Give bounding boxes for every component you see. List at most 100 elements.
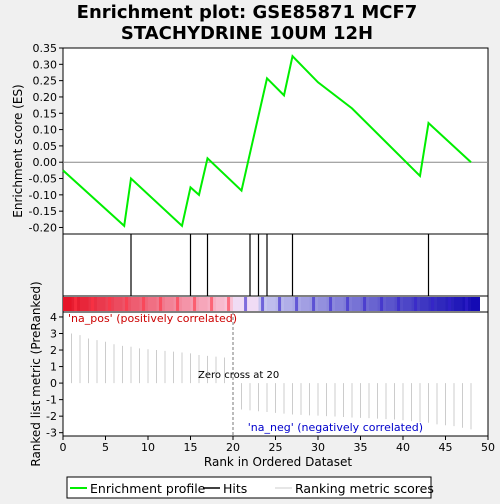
x-tick-label: 10 xyxy=(141,441,155,454)
color-bar-segment xyxy=(216,297,225,311)
y-tick-label-top: 0.20 xyxy=(33,91,58,104)
color-bar-stripe xyxy=(74,297,78,311)
y-tick-label-bottom: 2 xyxy=(50,344,57,357)
color-bar-segment xyxy=(301,297,310,311)
color-bar-stripe xyxy=(176,297,180,311)
y-tick-label-top: 0.05 xyxy=(33,140,58,153)
color-bar-stripe xyxy=(108,297,112,311)
color-bar-segment xyxy=(182,297,191,311)
es-panel xyxy=(62,47,489,235)
color-bar-segment xyxy=(199,297,208,311)
y-tick-label-bottom: 0 xyxy=(50,377,57,390)
axes-ticks: -0.20 -0.15 -0.10 -0.05 0.00 0.05 0.10 0.15 0.20… xyxy=(29,42,495,454)
enrichment-profile-group xyxy=(62,54,488,228)
color-bar-stripe xyxy=(329,297,333,311)
color-bar-segment xyxy=(471,297,480,311)
zero-cross-label: Zero cross at 20 xyxy=(198,370,279,381)
y-tick-label-top: -0.15 xyxy=(29,205,57,218)
color-bar-segment xyxy=(369,297,378,311)
color-bar-segment xyxy=(80,297,89,311)
color-bar-segment xyxy=(97,297,106,311)
color-bar-segment xyxy=(284,297,293,311)
y-tick-label-top: 0.10 xyxy=(33,124,58,137)
color-bar-segment xyxy=(403,297,412,311)
x-tick-label: 45 xyxy=(439,441,453,454)
color-bar-segment xyxy=(148,297,157,311)
color-bar-segment xyxy=(454,297,463,311)
x-tick-label: 0 xyxy=(60,441,67,454)
color-bar-stripe xyxy=(261,297,265,311)
color-bar-segment xyxy=(386,297,395,311)
color-bar-stripe xyxy=(414,297,418,311)
color-bar-stripe xyxy=(125,297,129,311)
y-axis-label-bottom: Ranked list metric (PreRanked) xyxy=(29,281,43,466)
y-tick-label-top: -0.20 xyxy=(29,221,57,234)
color-bar-stripe xyxy=(431,297,435,311)
legend-label-hits: Hits xyxy=(223,481,247,496)
color-bar-stripe xyxy=(91,297,95,311)
y-tick-label-top: 0.00 xyxy=(33,156,58,169)
y-tick-label-top: 0.30 xyxy=(33,58,58,71)
x-tick-label: 25 xyxy=(269,441,283,454)
legend: Enrichment profile Hits Ranking metric s… xyxy=(66,476,434,499)
y-tick-label-bottom: -3 xyxy=(46,427,57,440)
y-tick-label-top: 0.25 xyxy=(33,75,58,88)
y-tick-label-top: -0.10 xyxy=(29,189,57,202)
color-bar-stripe xyxy=(278,297,282,311)
rank-color-bar xyxy=(63,297,480,311)
color-bar-stripe xyxy=(380,297,384,311)
y-tick-label-top: 0.35 xyxy=(33,42,58,55)
x-tick-label: 20 xyxy=(226,441,240,454)
x-tick-label: 35 xyxy=(354,441,368,454)
color-bar-stripe xyxy=(363,297,367,311)
color-bar-segment xyxy=(233,297,242,311)
color-bar-stripe xyxy=(397,297,401,311)
x-tick-label: 40 xyxy=(396,441,410,454)
color-bar-stripe xyxy=(346,297,350,311)
color-bar-segment xyxy=(335,297,344,311)
color-bar-stripe xyxy=(448,297,452,311)
color-bar-segment xyxy=(437,297,446,311)
color-bar-segment xyxy=(250,297,259,311)
hits-panel xyxy=(62,233,489,297)
chart-title-line-2: STACHYDRINE 10UM 12H xyxy=(121,23,373,44)
color-bar-stripe xyxy=(227,297,231,311)
color-bar-segment xyxy=(114,297,123,311)
hit-lines xyxy=(130,234,430,296)
negative-correlation-label: 'na_neg' (negatively correlated) xyxy=(248,421,423,434)
y-tick-label-top: -0.05 xyxy=(29,173,57,186)
y-tick-label-bottom: -2 xyxy=(46,410,57,423)
enrichment-profile-line xyxy=(62,54,472,228)
legend-label-profile: Enrichment profile xyxy=(90,481,206,496)
color-bar-segment xyxy=(420,297,429,311)
color-bar-stripe xyxy=(142,297,146,311)
color-bar-stripe xyxy=(159,297,163,311)
color-bar-segment xyxy=(131,297,140,311)
color-bar-stripe xyxy=(193,297,197,311)
y-tick-label-bottom: 1 xyxy=(50,361,57,374)
color-bar-segment xyxy=(267,297,276,311)
x-axis-label: Rank in Ordered Dataset xyxy=(204,455,352,469)
positive-correlation-label: 'na_pos' (positively correlated) xyxy=(68,312,237,325)
color-bar-stripe xyxy=(210,297,214,311)
y-tick-label-bottom: 3 xyxy=(50,327,57,340)
y-tick-label-bottom: -1 xyxy=(46,394,57,407)
x-tick-label: 15 xyxy=(184,441,198,454)
x-tick-label: 30 xyxy=(311,441,325,454)
color-bar-segment xyxy=(63,297,72,311)
color-bar-segment xyxy=(165,297,174,311)
ranking-metric-panel xyxy=(62,311,489,437)
y-tick-label-bottom: 4 xyxy=(50,311,57,324)
color-bar-segment xyxy=(318,297,327,311)
y-axis-label-top: Enrichment score (ES) xyxy=(11,84,25,217)
legend-label-metric: Ranking metric scores xyxy=(295,481,434,496)
color-bar-stripe xyxy=(295,297,299,311)
chart-title-line-1: Enrichment plot: GSE85871 MCF7 xyxy=(77,2,418,23)
color-bar-stripe xyxy=(244,297,248,311)
color-bar-stripe xyxy=(312,297,316,311)
y-tick-label-top: 0.15 xyxy=(33,107,58,120)
legend-box xyxy=(66,476,432,499)
ranking-metric-bars xyxy=(71,312,472,436)
